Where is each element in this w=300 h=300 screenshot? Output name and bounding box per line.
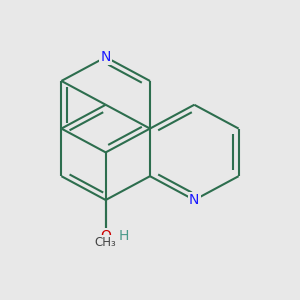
Text: CH₃: CH₃ <box>95 236 117 249</box>
Text: O: O <box>100 229 111 243</box>
Text: H: H <box>118 229 129 243</box>
Text: N: N <box>100 50 111 64</box>
Text: N: N <box>189 193 200 207</box>
